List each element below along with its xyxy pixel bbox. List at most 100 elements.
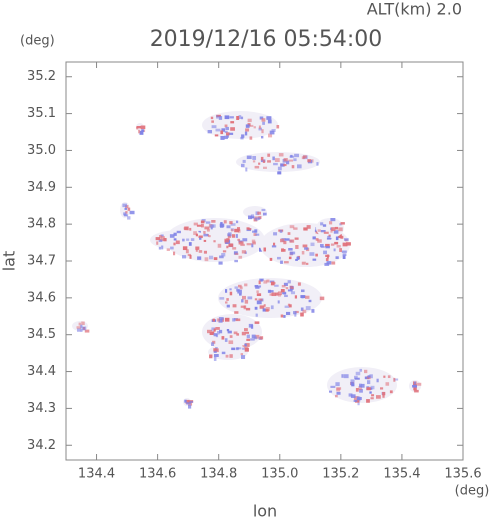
echo-area	[243, 206, 267, 218]
echo-pixel	[198, 235, 203, 239]
echo-pixel	[215, 327, 220, 330]
echo-pixel	[320, 230, 326, 233]
echo-pixel	[262, 121, 265, 125]
echo-pixel	[129, 210, 135, 215]
echo-pixel	[341, 374, 344, 378]
echo-pixel	[261, 208, 266, 212]
echo-pixel	[212, 340, 216, 344]
echo-pixel	[350, 379, 355, 384]
echo-pixel	[245, 167, 248, 172]
echo-pixel	[219, 329, 223, 334]
echo-pixel	[248, 215, 253, 220]
echo-pixel	[283, 163, 287, 167]
echo-pixel	[247, 296, 253, 300]
echo-pixel	[367, 380, 371, 385]
echo-pixel	[229, 288, 232, 291]
echo-pixel	[224, 238, 229, 243]
echo-pixel	[341, 250, 347, 253]
echo-pixel	[189, 254, 192, 259]
echo-pixel	[161, 236, 165, 239]
echo-pixel	[235, 318, 241, 322]
echo-pixel	[342, 253, 347, 257]
echo-pixel	[263, 280, 268, 284]
echo-pixel	[225, 301, 228, 304]
echo-pixel	[228, 132, 234, 135]
echo-pixel	[216, 318, 220, 322]
echo-pixel	[234, 252, 239, 256]
echo-pixel	[370, 397, 374, 400]
echo-pixel	[366, 387, 371, 391]
echo-pixel	[290, 251, 296, 255]
echo-pixel	[304, 295, 310, 299]
echo-pixel	[326, 261, 332, 265]
echo-pixel	[326, 254, 329, 259]
echo-pixel	[315, 238, 319, 241]
echo-pixel	[287, 289, 293, 292]
echo-pixel	[226, 329, 230, 332]
echo-pixel	[259, 305, 265, 309]
echo-pixel	[335, 382, 340, 387]
echo-pixel	[185, 249, 189, 254]
echo-pixel	[225, 289, 228, 293]
echo-pixel	[213, 348, 217, 352]
echo-pixel	[163, 238, 167, 242]
echo-pixel	[267, 119, 272, 124]
echo-pixel	[323, 250, 327, 255]
echo-pixel	[185, 399, 190, 404]
echo-pixel	[221, 351, 226, 355]
echo-pixel	[186, 238, 190, 241]
echo-pixel	[306, 225, 311, 229]
echo-pixel	[271, 245, 277, 248]
echo-pixel	[267, 289, 272, 293]
echo-pixel	[229, 354, 233, 358]
echo-pixel	[232, 318, 236, 322]
echo-pixel	[199, 237, 202, 240]
y-tick-label: 34.5	[27, 327, 56, 342]
echo-pixel	[382, 394, 385, 398]
echo-pixel	[366, 375, 371, 380]
echo-pixel	[195, 249, 198, 252]
echo-pixel	[188, 405, 192, 409]
echo-pixel	[256, 290, 259, 293]
echo-pixel	[122, 203, 127, 208]
echo-pixel	[232, 247, 237, 250]
echo-pixel	[285, 287, 289, 290]
echo-pixel	[256, 300, 262, 305]
echo-pixel	[140, 125, 146, 130]
echo-pixel	[269, 130, 275, 135]
echo-pixel	[209, 255, 214, 260]
echo-pixel	[221, 253, 226, 257]
y-tick-label: 34.3	[27, 401, 56, 416]
echo-pixel	[84, 329, 90, 333]
echo-pixel	[253, 336, 258, 340]
echo-pixel	[243, 305, 247, 310]
echo-pixel	[273, 232, 278, 236]
echo-pixel	[247, 228, 252, 231]
echo-pixel	[246, 243, 252, 246]
echo-pixel	[240, 305, 246, 308]
echo-pixel	[258, 162, 261, 165]
echo-pixel	[250, 214, 255, 217]
echo-pixel	[251, 243, 254, 248]
echo-pixel	[417, 382, 422, 386]
echo-pixel	[260, 156, 264, 161]
echo-pixel	[237, 227, 241, 232]
echo-pixel	[251, 239, 256, 243]
echo-pixel	[284, 305, 290, 308]
echo-pixel	[336, 388, 341, 392]
echo-pixel	[320, 244, 324, 248]
echo-pixel	[203, 233, 209, 237]
echo-pixel	[250, 216, 255, 219]
echo-pixel	[261, 129, 264, 134]
echo-pixel	[311, 159, 314, 163]
echo-pixel	[288, 159, 294, 162]
y-tick-label: 34.4	[27, 364, 56, 379]
x-tick-label: 135.2	[322, 467, 359, 482]
echo-pixel	[376, 395, 381, 399]
echo-pixel	[258, 298, 263, 302]
echo-pixel	[315, 253, 318, 257]
echo-pixel	[238, 241, 244, 245]
echo-pixel	[236, 333, 240, 336]
echo-pixel	[364, 369, 368, 374]
echo-pixel	[213, 350, 217, 353]
